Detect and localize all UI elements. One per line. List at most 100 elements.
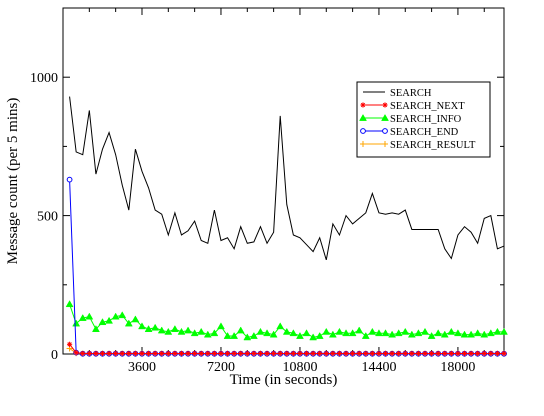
search-next-point: [415, 350, 422, 357]
x-tick-label: 3600: [128, 360, 156, 375]
x-tick-label: 18000: [440, 360, 475, 375]
series-layer: [65, 96, 508, 357]
search-info-point: [65, 300, 74, 308]
search-next-point: [99, 350, 106, 357]
search-info-point: [249, 332, 258, 339]
search-next-point: [251, 350, 257, 357]
search-info-point: [263, 329, 271, 337]
search-info-point: [453, 329, 462, 337]
search-info-point: [394, 329, 403, 337]
search-info-point: [276, 322, 285, 330]
legend-search-next-point: [382, 102, 388, 108]
search-info-point: [236, 326, 245, 334]
search-next-point: [172, 350, 178, 357]
search-info-point: [493, 327, 502, 335]
search-info-point: [269, 330, 278, 338]
search-info-point: [118, 311, 127, 319]
search-next-point: [396, 350, 402, 357]
search-info-point: [282, 327, 291, 335]
search-next-point: [205, 350, 211, 357]
search-info-point: [131, 315, 140, 323]
search-next-point: [343, 350, 349, 357]
search-next-point: [66, 341, 73, 347]
search-info-point: [381, 329, 390, 337]
search-next-point: [310, 350, 316, 357]
search-next-point: [159, 350, 165, 357]
series-search-info: [65, 300, 508, 341]
search-info-point: [98, 318, 107, 326]
legend-entry-search-result: SEARCH_RESULT: [360, 140, 476, 151]
search-next-point: [145, 350, 152, 357]
search-info-point: [184, 326, 192, 334]
search-info-point: [401, 327, 410, 335]
search-info-point: [296, 332, 304, 339]
search-info-point: [309, 333, 318, 341]
search-next-point: [317, 350, 323, 357]
series-search: [69, 96, 505, 261]
search-next-point: [389, 350, 395, 357]
search-end-point: [66, 176, 73, 183]
y-tick-label: 500: [37, 210, 58, 225]
search-next-point: [428, 350, 435, 357]
search-next-point: [73, 350, 79, 356]
search-next-point: [152, 350, 158, 357]
search-info-point: [91, 325, 100, 332]
search-info-point: [328, 330, 337, 338]
search-next-point: [290, 350, 296, 357]
search-next-point: [80, 350, 86, 357]
search-next-point: [271, 350, 277, 357]
legend-entry-search-next: SEARCH_NEXT: [360, 101, 465, 112]
search-info-point: [460, 330, 469, 338]
legend-label: SEARCH_RESULT: [390, 140, 476, 151]
search-next-point: [435, 350, 441, 357]
search-next-point: [376, 350, 382, 357]
legend: SEARCH SEARCH_NEXT SEARCH_INFO SEARCH_END SE…: [356, 81, 491, 158]
search-next-point: [264, 350, 270, 357]
legend-search-end-point: [360, 128, 366, 134]
search-next-point: [139, 350, 145, 357]
search-next-point: [488, 350, 494, 357]
y-tick-label: 0: [51, 348, 58, 363]
legend-search-result-point: [382, 141, 388, 147]
legend-search-next-point: [360, 102, 366, 108]
search-info-point: [427, 332, 436, 339]
search-next-point: [422, 350, 428, 357]
search-next-point: [277, 350, 283, 357]
y-axis: 0 500 1000: [30, 71, 504, 363]
search-info-point: [421, 327, 429, 335]
search-info-point: [210, 329, 219, 337]
legend-search-info-point: [381, 113, 389, 121]
search-next-point: [178, 350, 185, 357]
search-info-point: [170, 325, 179, 332]
search-info-point: [85, 312, 94, 320]
x-tick-label: 10800: [282, 360, 317, 375]
search-info-point: [105, 316, 114, 324]
search-info-point: [348, 329, 357, 337]
search-info-point: [355, 326, 364, 334]
x-axis-label: Time (in seconds): [230, 372, 338, 388]
search-next-point: [336, 350, 343, 357]
legend-search-result-point: [360, 141, 366, 147]
search-info-point: [440, 330, 449, 338]
search-next-point: [481, 350, 487, 357]
search-next-point: [93, 350, 99, 357]
search-info-point: [256, 327, 265, 335]
search-info-point: [414, 329, 423, 337]
search-next-point: [297, 350, 303, 357]
search-next-point: [468, 350, 474, 357]
legend-entry-search-info: SEARCH_INFO: [359, 113, 462, 125]
search-info-point: [473, 329, 482, 337]
search-next-point: [350, 350, 356, 357]
search-next-point: [501, 350, 507, 357]
search-info-point: [203, 330, 212, 338]
search-next-point: [119, 350, 125, 357]
search-info-point: [243, 333, 252, 341]
search-next-point: [356, 350, 362, 357]
search-info-point: [190, 329, 199, 337]
search-next-point: [494, 350, 501, 357]
search-info-point: [368, 327, 377, 335]
search-line: [69, 96, 505, 261]
search-next-point: [165, 350, 171, 357]
